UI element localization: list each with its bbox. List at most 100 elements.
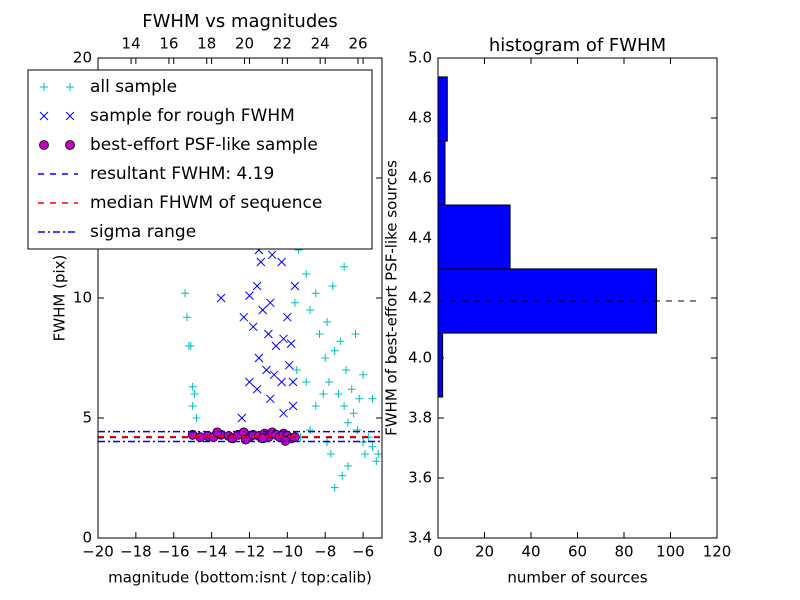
point — [277, 377, 287, 387]
y-tick-label: 5.0 — [408, 49, 432, 67]
x2-tick-label: 26 — [348, 35, 367, 53]
point — [257, 433, 268, 444]
x2-tick-label: 14 — [122, 35, 141, 53]
point — [372, 457, 381, 466]
point — [343, 418, 352, 427]
legend-label: sample for rough FWHM — [90, 106, 295, 126]
y-tick-label: 10 — [73, 289, 92, 307]
point — [290, 281, 300, 291]
point — [254, 353, 264, 363]
legend: all sample sample for rough FWHM best-effo… — [27, 69, 373, 250]
point — [368, 442, 377, 451]
point — [66, 83, 74, 91]
y-tick-label: 4.6 — [408, 169, 432, 187]
point — [65, 111, 75, 121]
point — [286, 339, 296, 348]
y-tick-label: 5 — [82, 409, 92, 427]
point — [237, 413, 247, 423]
x-tick-label: −16 — [158, 543, 190, 561]
x-tick-label: −6 — [352, 543, 374, 561]
x2-tick-label: 22 — [273, 35, 292, 53]
point — [330, 346, 339, 355]
point — [351, 330, 360, 338]
point — [321, 354, 330, 362]
point — [65, 140, 75, 150]
point — [343, 462, 352, 470]
x-tick-label: −10 — [272, 543, 304, 561]
x-tick-label: 60 — [568, 543, 587, 561]
x-tick-label: 40 — [521, 543, 540, 561]
legend-label: median FHWM of sequence — [90, 193, 322, 213]
point — [288, 377, 298, 387]
y-axis-label: FWHM of best-effort PSF-like sources — [383, 160, 401, 436]
point — [328, 282, 337, 290]
legend-label: sigma range — [90, 222, 196, 242]
point — [181, 289, 190, 298]
point — [306, 426, 315, 434]
point — [190, 390, 199, 398]
point — [239, 312, 249, 322]
point — [269, 370, 279, 380]
point — [192, 414, 201, 422]
point — [290, 298, 299, 307]
legend-label: resultant FWHM: 4.19 — [90, 164, 274, 184]
point — [271, 341, 281, 351]
y-tick-label: 3.8 — [408, 409, 432, 427]
x-tick-label: −8 — [314, 543, 336, 561]
point — [334, 390, 343, 398]
x-axis-label: number of sources — [507, 569, 647, 587]
y-tick-label: 4.0 — [408, 349, 432, 367]
point — [186, 342, 195, 350]
point — [188, 402, 197, 410]
x-tick-label: −14 — [196, 543, 228, 561]
x-tick-label: 80 — [614, 543, 633, 561]
point — [252, 281, 262, 291]
bar — [437, 76, 448, 142]
point — [216, 293, 226, 303]
point — [39, 111, 49, 121]
y-tick-label: 20 — [73, 49, 92, 67]
y-tick-label: 3.4 — [408, 529, 432, 547]
point — [292, 366, 301, 374]
point — [306, 306, 315, 314]
y-tick-label: 4.8 — [408, 109, 432, 127]
point — [342, 366, 351, 374]
x-tick-label: −18 — [120, 543, 152, 561]
y-tick-label: 0 — [82, 529, 92, 547]
point — [40, 83, 48, 91]
point — [265, 394, 275, 404]
point — [302, 378, 311, 386]
x-tick-label: 100 — [656, 543, 685, 561]
legend-label: best-effort PSF-like sample — [90, 135, 318, 155]
point — [340, 402, 349, 410]
axes-frame — [97, 57, 383, 539]
x2-tick-label: 24 — [311, 35, 330, 53]
y-axis-label: FWHM (pix) — [51, 255, 69, 342]
point — [258, 305, 268, 315]
point — [336, 337, 345, 346]
point — [182, 313, 191, 322]
legend-box — [27, 69, 373, 250]
x-tick-label: −12 — [234, 543, 266, 561]
chart-title: histogram of FWHM — [489, 35, 666, 56]
point — [360, 450, 369, 458]
x-tick-label: 120 — [703, 543, 732, 561]
x-tick-label: −20 — [82, 543, 114, 561]
point — [353, 426, 362, 434]
y-tick-label: 3.6 — [408, 469, 432, 487]
point — [311, 289, 320, 298]
point — [265, 298, 275, 308]
x-axis-label: magnitude (bottom:isnt / top:calib) — [108, 569, 372, 587]
point — [340, 262, 349, 271]
x2-tick-label: 16 — [159, 35, 178, 53]
bar — [437, 204, 511, 270]
chart-title: FWHM vs magnitudes — [142, 11, 337, 32]
point — [245, 291, 254, 300]
point — [284, 360, 294, 370]
point — [267, 250, 277, 260]
legend-label: all sample — [90, 77, 177, 97]
point — [315, 330, 324, 338]
point — [338, 471, 347, 480]
y-tick-label: 4.4 — [408, 229, 432, 247]
